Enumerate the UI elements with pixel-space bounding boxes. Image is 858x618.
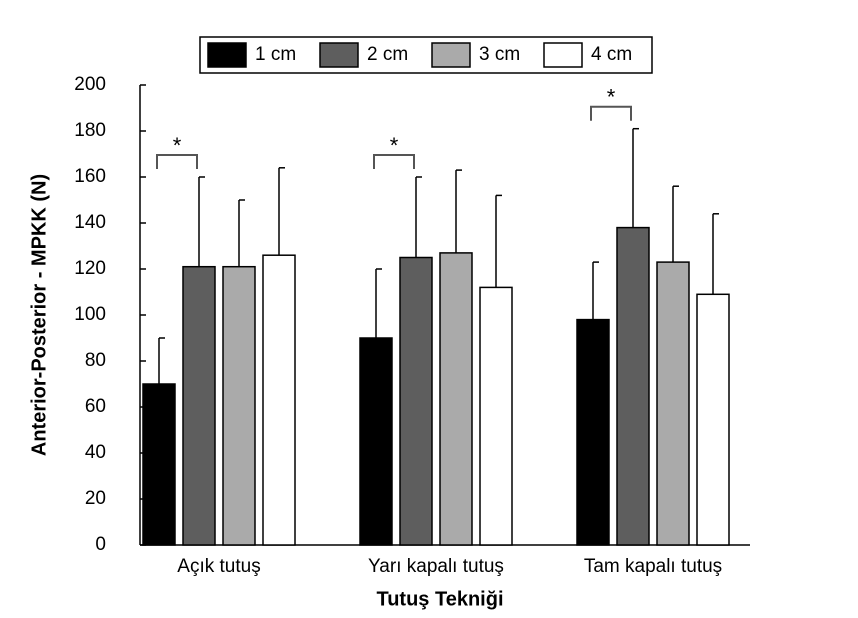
y-tick-label: 20 [85,488,106,509]
x-tick-label: Yarı kapalı tutuş [368,556,504,577]
x-tick-label: Tam kapalı tutuş [584,556,722,577]
y-tick-label: 80 [85,350,106,371]
significance-bracket [156,154,198,169]
significance-bracket [373,154,415,169]
significance-label: * [607,85,616,110]
bar [142,383,176,546]
legend-swatch [207,42,247,68]
significance-bracket [590,105,632,121]
y-tick-label: 140 [74,212,106,233]
x-tick-label: Açık tutuş [177,556,260,577]
y-tick-label: 40 [85,442,106,463]
y-tick-label: 160 [74,166,106,187]
y-tick-label: 100 [74,304,106,325]
legend-swatch [431,42,471,68]
bar [656,261,690,546]
y-tick-label: 180 [74,120,106,141]
bar [359,337,393,546]
bar [576,318,610,546]
bar [182,265,216,546]
x-axis-label: Tutuş Tekniği [376,588,503,610]
legend-label: 4 cm [591,44,632,65]
legend-label: 1 cm [255,44,296,65]
y-tick-label: 60 [85,396,106,417]
legend-label: 3 cm [479,44,520,65]
bar [399,256,433,546]
significance-label: * [390,133,399,158]
significance-label: * [173,133,182,158]
y-tick-label: 0 [95,534,106,555]
y-tick-label: 120 [74,258,106,279]
legend-label: 2 cm [367,44,408,65]
legend-swatch [319,42,359,68]
bar [439,252,473,546]
bar [479,286,513,546]
bar [696,293,730,546]
y-tick-label: 200 [74,74,106,95]
bar [262,254,296,546]
y-axis-label: Anterior-Posterior - MPKK (N) [28,174,50,456]
legend-swatch [543,42,583,68]
bar [616,226,650,546]
bar [222,265,256,546]
